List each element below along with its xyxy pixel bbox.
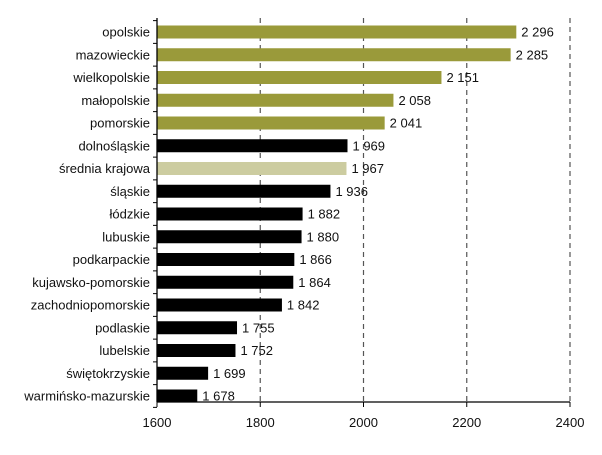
- value-label: 2 296: [521, 25, 554, 40]
- value-label: 1 752: [240, 343, 273, 358]
- category-label: podkarpackie: [73, 252, 150, 267]
- bar: [157, 344, 236, 357]
- bar: [157, 207, 303, 221]
- bar: [157, 48, 511, 62]
- category-label: świętokrzyskie: [66, 366, 150, 381]
- value-label: 1 755: [242, 320, 275, 335]
- bar: [157, 162, 347, 175]
- axes: [153, 18, 571, 408]
- x-tick-label: 1600: [143, 415, 172, 430]
- x-tick-labels: 1600 1800 2000 2200 2400: [143, 415, 585, 430]
- value-label: 1 864: [298, 275, 331, 290]
- category-label: kujawsko-pomorskie: [32, 275, 150, 290]
- bar: [157, 25, 517, 39]
- category-label: lubelskie: [99, 343, 150, 358]
- value-label: 1 699: [213, 366, 246, 381]
- value-label: 1 842: [287, 298, 320, 313]
- category-label: podlaskie: [95, 320, 150, 335]
- value-label: 2 041: [390, 116, 423, 131]
- bar: [157, 366, 209, 380]
- bar: [157, 116, 385, 130]
- bar: [157, 184, 331, 198]
- x-tick-label: 1800: [246, 415, 275, 430]
- bar: [157, 93, 394, 107]
- bar: [157, 389, 198, 403]
- bar: [157, 275, 294, 289]
- value-label: 1 678: [202, 389, 235, 404]
- value-label: 2 151: [446, 70, 479, 85]
- category-labels: opolskie mazowieckie wielkopolskie małopols…: [23, 25, 150, 404]
- category-label: wielkopolskie: [72, 70, 150, 85]
- category-label: mazowieckie: [76, 47, 150, 62]
- category-label: opolskie: [102, 25, 150, 40]
- x-tick-label: 2000: [349, 415, 378, 430]
- bar: [157, 321, 238, 335]
- bar: [157, 139, 348, 153]
- bar: [157, 298, 282, 312]
- value-label: 1 967: [351, 161, 384, 176]
- category-label: lubuskie: [102, 229, 150, 244]
- bars: [157, 25, 517, 403]
- category-label: łódzkie: [110, 207, 150, 222]
- bar: [157, 71, 442, 84]
- category-label: śląskie: [110, 184, 150, 199]
- category-label: małopolskie: [81, 93, 150, 108]
- value-label: 1 969: [352, 138, 385, 153]
- value-label: 2 058: [398, 93, 431, 108]
- value-labels: 2 296 2 285 2 151 2 058 2 041 1 969 1 967 1 936…: [202, 25, 554, 404]
- value-label: 1 936: [335, 184, 368, 199]
- category-label: zachodniopomorskie: [31, 298, 150, 313]
- category-label: średnia krajowa: [59, 161, 151, 176]
- bar: [157, 253, 295, 266]
- value-label: 1 866: [299, 252, 332, 267]
- x-tick-label: 2200: [452, 415, 481, 430]
- value-label: 1 880: [307, 229, 340, 244]
- bar: [157, 230, 302, 244]
- category-label: dolnośląskie: [78, 138, 150, 153]
- x-tick-label: 2400: [556, 415, 585, 430]
- value-label: 1 882: [308, 207, 341, 222]
- category-label: warmińsko-mazurskie: [23, 389, 150, 404]
- category-label: pomorskie: [90, 116, 150, 131]
- value-label: 2 285: [516, 47, 549, 62]
